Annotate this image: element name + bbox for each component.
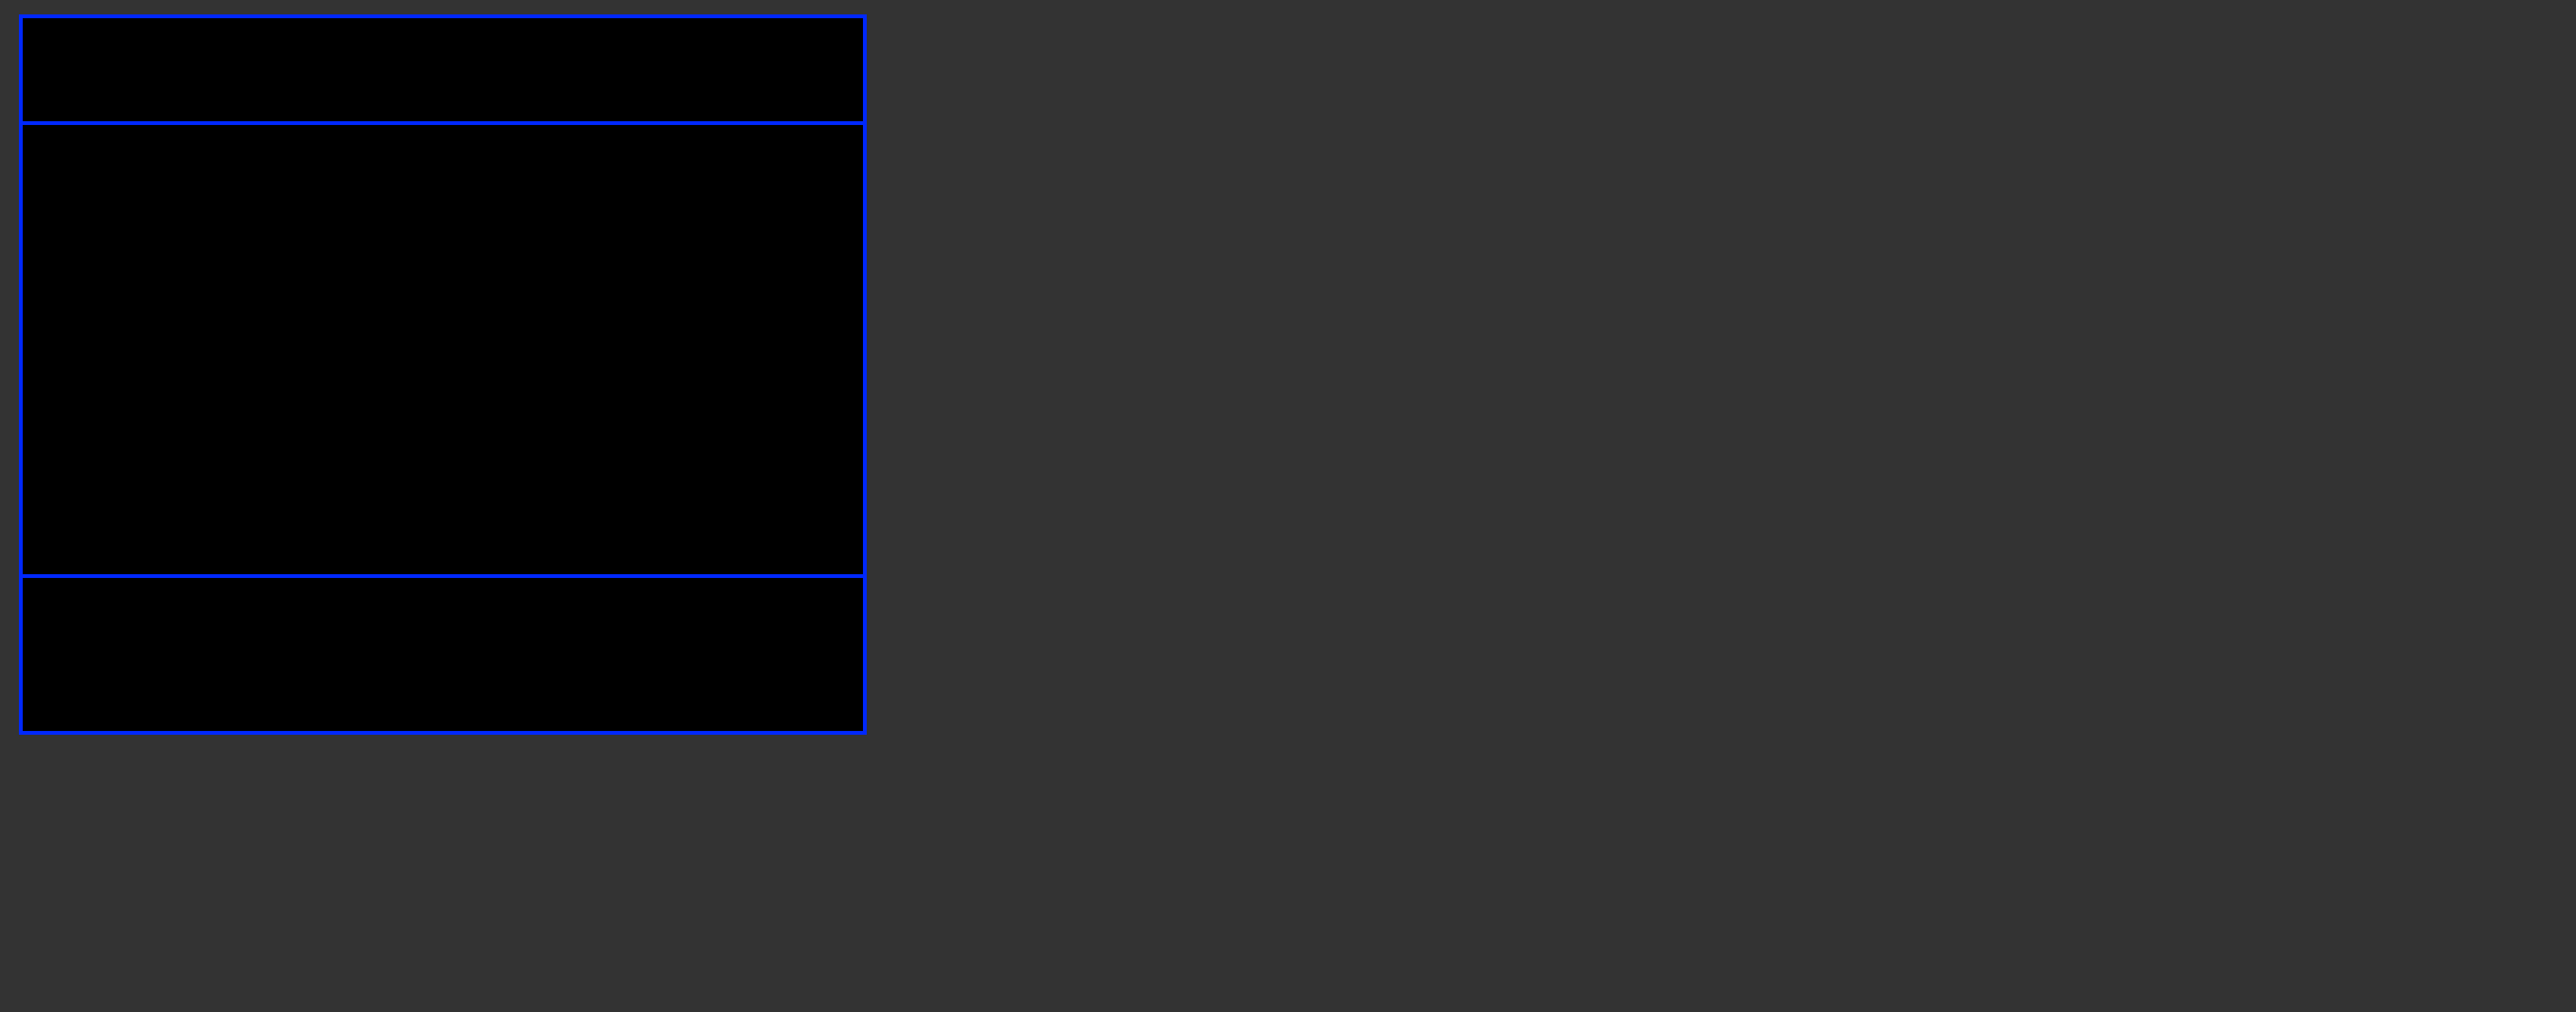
content-region: [23, 125, 863, 578]
footer-region: [23, 578, 863, 731]
layout-panel: [19, 14, 867, 735]
header-region: [23, 18, 863, 125]
